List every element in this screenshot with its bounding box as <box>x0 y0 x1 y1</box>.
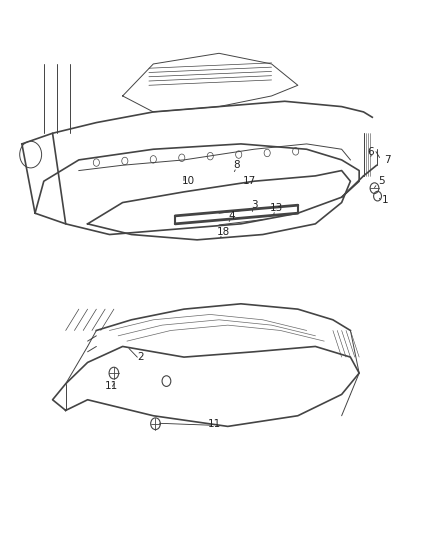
Text: 13: 13 <box>269 203 283 213</box>
Text: 6: 6 <box>367 147 374 157</box>
Text: 7: 7 <box>384 155 391 165</box>
Text: 4: 4 <box>229 211 236 221</box>
Text: 8: 8 <box>233 160 240 170</box>
Text: 10: 10 <box>182 176 195 186</box>
Text: 2: 2 <box>137 352 144 362</box>
Text: 11: 11 <box>208 419 221 429</box>
Text: 17: 17 <box>243 176 256 186</box>
Text: 5: 5 <box>378 176 385 186</box>
Text: 11: 11 <box>105 382 118 391</box>
Text: 18: 18 <box>217 227 230 237</box>
Text: 3: 3 <box>251 200 258 210</box>
Text: 1: 1 <box>382 195 389 205</box>
